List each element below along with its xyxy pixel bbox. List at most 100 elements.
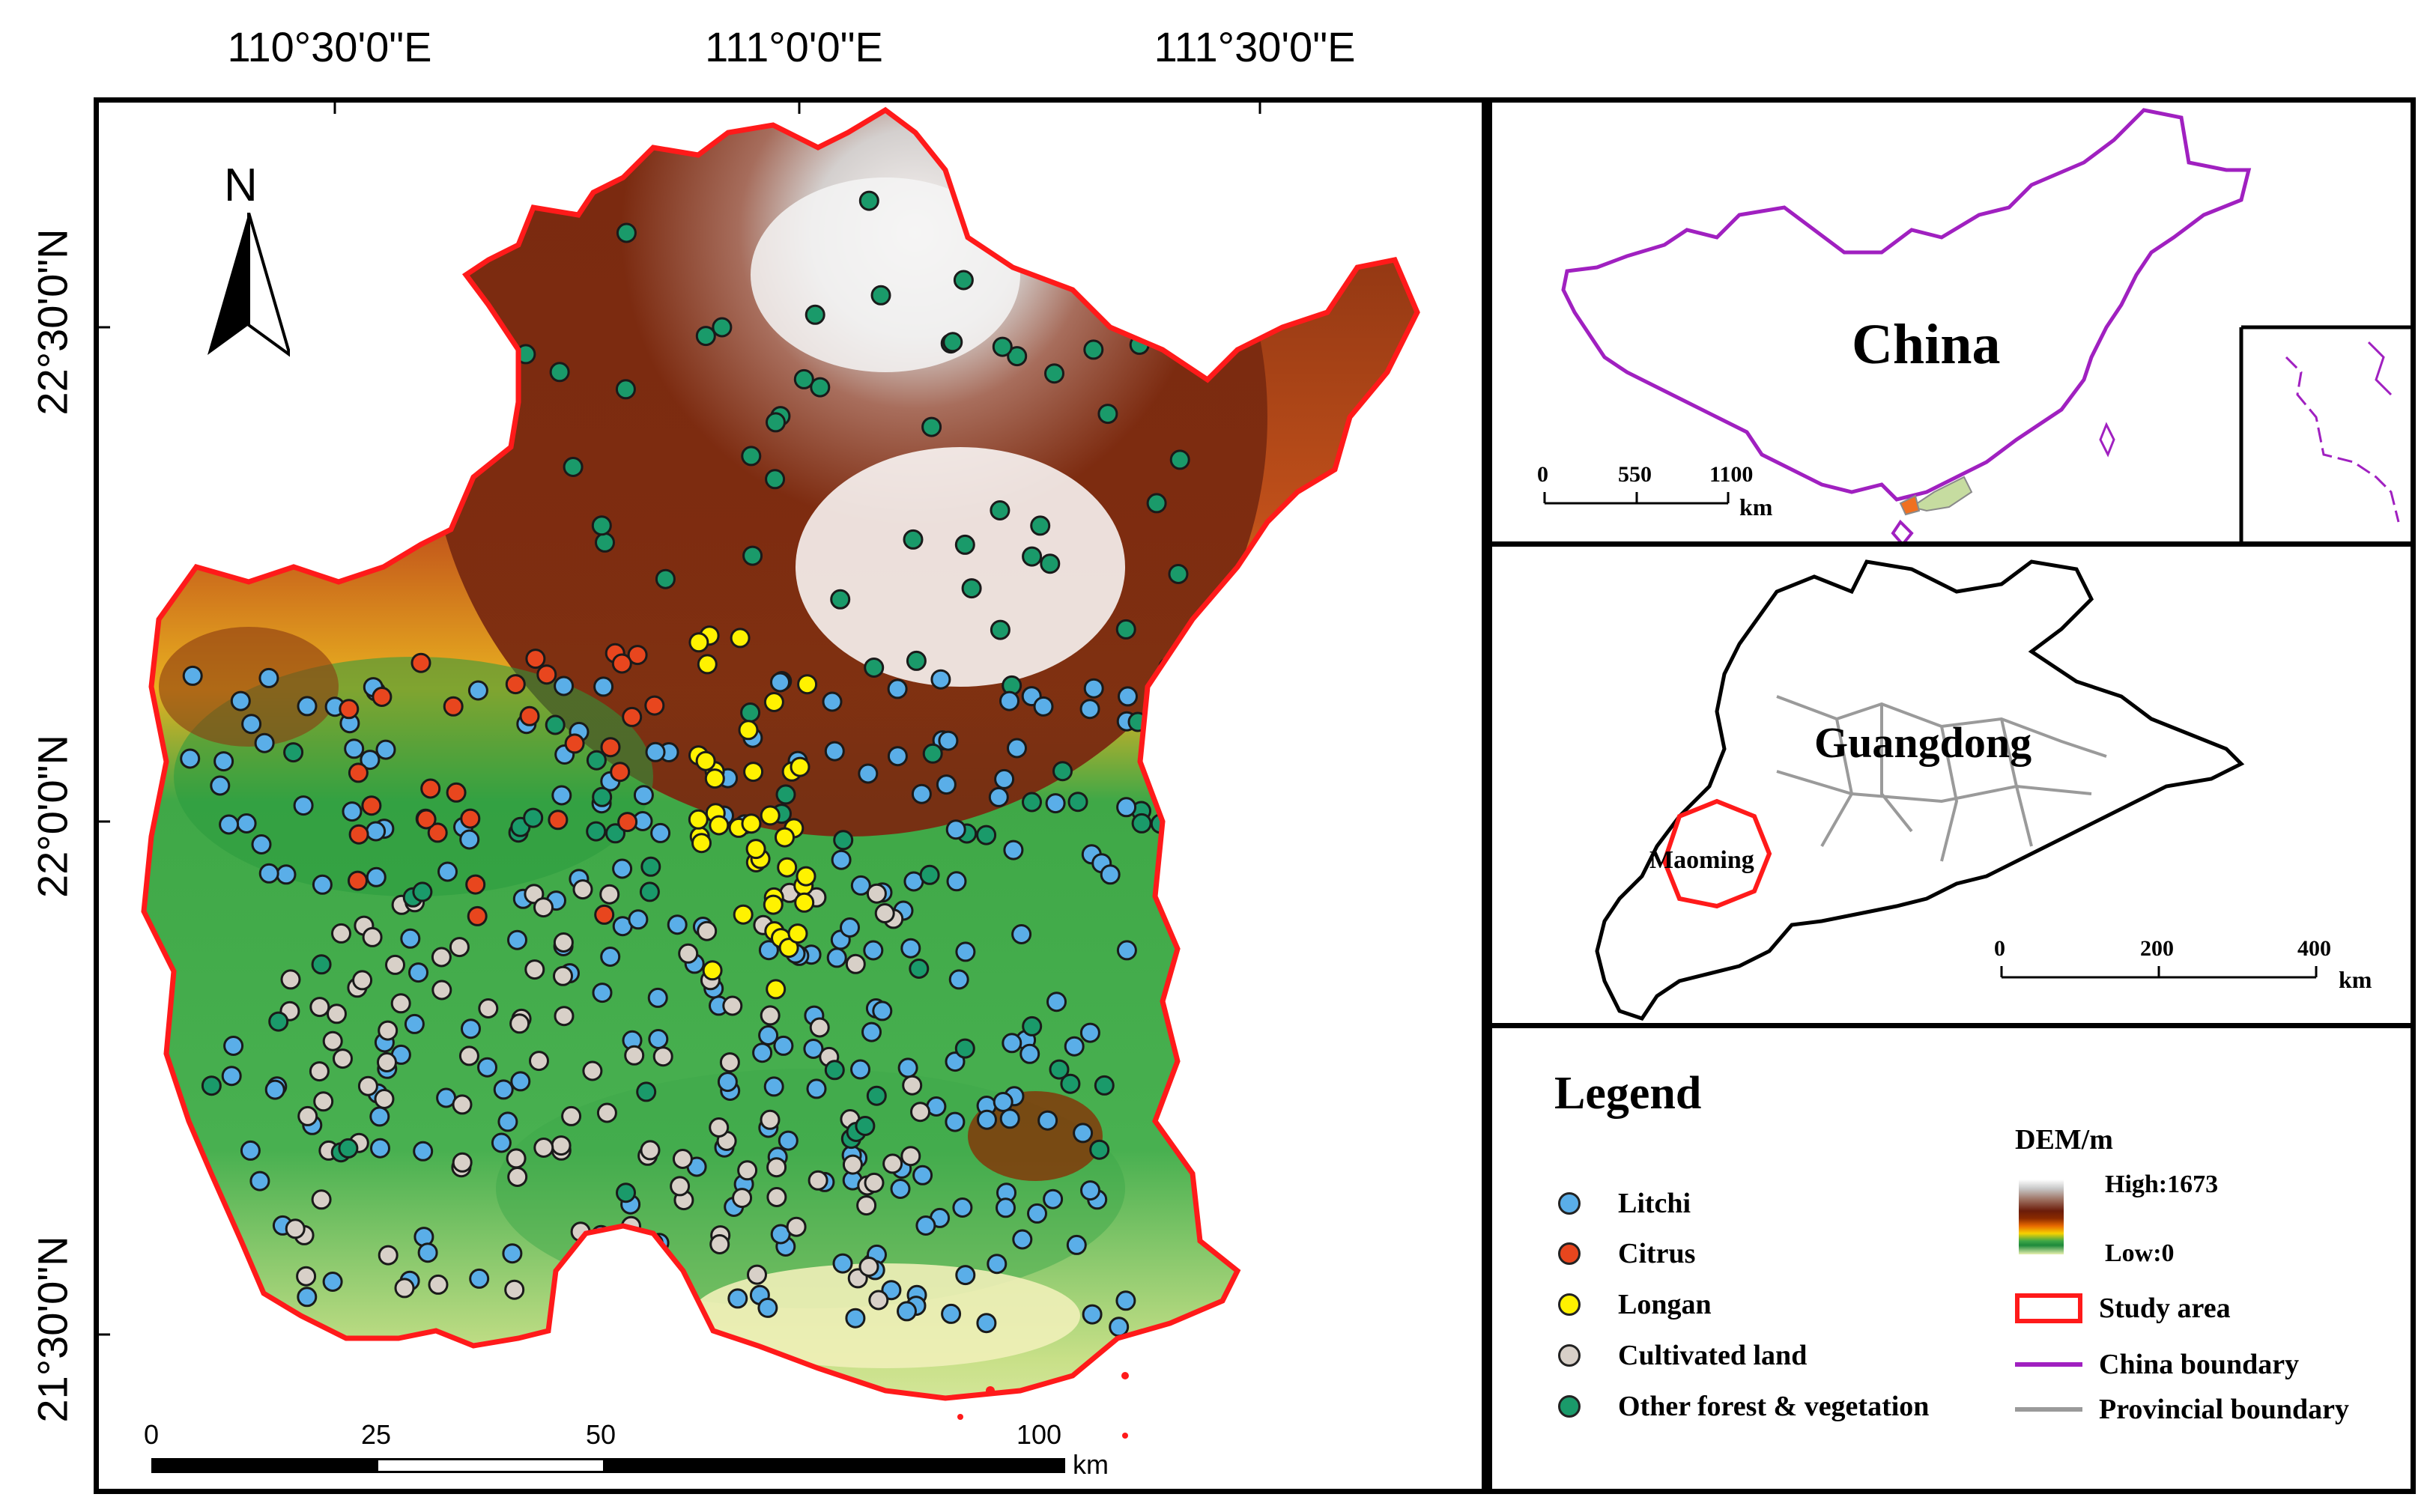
sample-point: [778, 1130, 799, 1151]
dem-low-label: Low:0: [2105, 1239, 2175, 1267]
sample-point: [459, 829, 480, 850]
sample-point: [760, 1005, 781, 1026]
sample-point: [909, 959, 930, 979]
sample-point: [639, 881, 660, 902]
china-boundary-line-icon: [2015, 1362, 2082, 1367]
sample-point: [338, 1138, 359, 1159]
sample-point: [906, 650, 927, 671]
sample-point: [1083, 339, 1104, 360]
sample-point: [452, 1152, 473, 1173]
sample-point: [1066, 1234, 1087, 1255]
sample-point: [551, 1135, 572, 1156]
sample-point: [571, 1284, 592, 1305]
sample-point: [919, 864, 940, 885]
lon-label-3: 111°30'0"E: [1154, 23, 1356, 70]
north-label: N: [224, 160, 258, 211]
sample-point: [524, 959, 545, 980]
guangdong-inset-panel: Guangdong Maoming 0 200 400 km: [1487, 541, 2416, 1028]
sample-point: [803, 1039, 824, 1059]
sample-point: [553, 965, 573, 986]
sample-point: [809, 1017, 830, 1038]
sample-point: [887, 746, 908, 767]
sample-point: [1022, 792, 1042, 813]
main-scale-bar: [151, 1458, 1065, 1473]
sample-point: [902, 1075, 923, 1096]
sample-point: [778, 938, 799, 959]
guangdong-title: Guangdong: [1814, 718, 2032, 767]
sample-point: [945, 819, 966, 840]
legend-item-forest: Other forest & vegetation: [1558, 1390, 1929, 1423]
sample-point: [1067, 792, 1088, 813]
sample-point: [790, 756, 810, 777]
sample-point: [370, 1138, 390, 1159]
sample-point: [977, 1109, 997, 1130]
sample-point: [491, 1132, 512, 1153]
main-scale-tick-50: 50: [586, 1419, 616, 1450]
sample-point: [890, 1179, 911, 1199]
sample-point: [709, 815, 730, 836]
china-inset-panel: China 0 550 1100 km: [1487, 97, 2416, 547]
sample-point: [596, 1102, 617, 1123]
sample-point: [624, 1045, 645, 1066]
sample-point: [870, 285, 891, 306]
sample-point: [999, 1108, 1020, 1129]
sample-point: [428, 1274, 449, 1295]
sample-point: [258, 667, 279, 688]
sample-point: [251, 834, 272, 854]
cultivated-dot-icon: [1558, 1344, 1581, 1367]
sample-point: [732, 1188, 753, 1209]
sample-point: [1082, 1304, 1103, 1325]
sample-point: [745, 839, 766, 860]
sample-point: [366, 866, 387, 887]
sample-point: [645, 741, 666, 762]
sample-point: [617, 812, 638, 833]
sample-point: [285, 1218, 306, 1239]
sample-point: [922, 743, 943, 764]
sample-point: [861, 1021, 882, 1042]
sample-point: [372, 687, 393, 707]
sample-point: [478, 998, 499, 1018]
sample-point: [420, 778, 441, 799]
sample-point: [599, 884, 620, 905]
sample-point: [942, 332, 963, 353]
sample-point: [993, 1092, 1013, 1112]
sample-point: [612, 858, 633, 879]
sample-point: [258, 863, 279, 884]
sample-point: [509, 1013, 530, 1034]
sample-point: [554, 1006, 575, 1027]
sample-point: [625, 1233, 646, 1254]
sample-point: [945, 1111, 966, 1132]
sample-point: [595, 532, 615, 553]
sample-point: [431, 980, 452, 1001]
sample-point: [572, 879, 593, 900]
sample-point: [1118, 686, 1138, 707]
sample-point: [897, 1301, 917, 1322]
sample-point: [775, 827, 795, 848]
dem-high-label: High:1673: [2105, 1171, 2219, 1198]
sample-point: [311, 954, 332, 975]
main-map: [99, 103, 1487, 1439]
sample-point: [533, 897, 554, 918]
sample-point: [766, 412, 786, 433]
sample-point: [733, 904, 754, 925]
sample-point: [793, 368, 814, 389]
sample-point: [866, 883, 887, 904]
sample-point: [493, 1079, 514, 1100]
sample-point: [610, 762, 631, 783]
sample-point: [523, 807, 544, 828]
sample-point: [348, 870, 368, 891]
sample-point: [760, 805, 781, 826]
sample-point: [945, 1051, 966, 1072]
sample-point: [955, 941, 976, 962]
sample-point: [760, 1109, 781, 1130]
sample-point: [536, 664, 557, 685]
sample-point: [437, 861, 458, 882]
sample-point: [506, 1148, 527, 1169]
sample-point: [230, 690, 251, 711]
sample-point: [309, 997, 330, 1018]
sample-point: [903, 529, 924, 550]
sample-point: [930, 669, 951, 690]
sample-point: [339, 699, 360, 720]
sample-point: [545, 714, 566, 735]
sample-point: [640, 856, 661, 877]
